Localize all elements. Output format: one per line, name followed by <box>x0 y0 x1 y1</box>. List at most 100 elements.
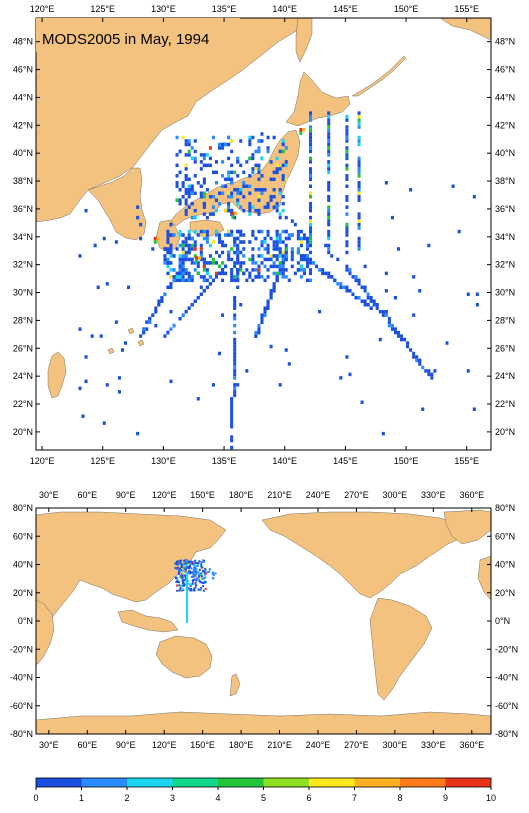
obs-cell <box>193 589 196 592</box>
obs-cell <box>236 275 240 279</box>
obs-cell <box>309 177 313 182</box>
obs-cell <box>384 181 388 185</box>
obs-cell <box>212 574 215 577</box>
obs-cell <box>174 562 177 565</box>
obs-cell <box>348 271 352 276</box>
obs-cell <box>224 271 228 276</box>
lat-label-right: 40°N <box>495 148 515 158</box>
obs-cell <box>345 184 349 189</box>
obs-cell <box>176 580 179 583</box>
obs-cell <box>151 313 155 317</box>
obs-cell <box>357 240 361 244</box>
obs-cell <box>185 621 188 623</box>
obs-cell <box>278 236 282 241</box>
obs-cell <box>269 254 273 258</box>
obs-cell <box>193 564 196 567</box>
obs-cell <box>233 355 237 359</box>
obs-cell <box>357 278 361 283</box>
obs-cell <box>345 240 349 244</box>
obs-cell <box>233 362 237 366</box>
obs-cell <box>187 306 191 310</box>
lat-label-left: 24°N <box>13 371 33 381</box>
obs-cell <box>372 299 376 303</box>
obs-cell <box>218 201 222 206</box>
obs-cell <box>205 233 209 237</box>
obs-cell <box>278 212 282 216</box>
obs-cell <box>248 201 252 206</box>
lat-label-left: 80°N <box>13 503 33 513</box>
obs-cell <box>309 205 313 209</box>
obs-cell <box>257 194 261 199</box>
obs-cell <box>281 177 285 182</box>
obs-cell <box>445 341 449 345</box>
obs-cell <box>214 233 218 237</box>
obs-cell <box>357 118 361 122</box>
obs-cell <box>178 316 182 321</box>
obs-cell <box>227 194 231 199</box>
obs-cell <box>200 564 203 567</box>
obs-cell <box>260 261 264 265</box>
obs-cell <box>185 573 188 576</box>
obs-cell <box>260 320 264 324</box>
obs-cell <box>475 302 479 307</box>
obs-cell <box>242 261 246 265</box>
obs-cell <box>327 132 331 136</box>
obs-cell <box>184 167 188 171</box>
obs-cell <box>185 585 188 588</box>
obs-cell <box>178 584 181 587</box>
lat-label-left: 36°N <box>13 204 33 214</box>
obs-cell <box>179 560 182 563</box>
obs-cell <box>187 205 191 209</box>
obs-cell <box>199 285 203 290</box>
obs-cell <box>142 327 146 331</box>
obs-cell <box>281 208 285 213</box>
obs-cell <box>345 118 349 122</box>
obs-cell <box>433 369 437 373</box>
obs-cell <box>272 289 276 293</box>
obs-cell <box>194 584 197 587</box>
lat-label-right: 20°N <box>495 427 515 437</box>
lat-label-left: -40°N <box>10 673 33 683</box>
obs-cell <box>412 351 416 356</box>
obs-cell <box>278 215 282 220</box>
obs-cell <box>242 208 246 213</box>
obs-cell <box>221 142 225 147</box>
obs-cell <box>336 257 340 262</box>
obs-cell <box>99 334 103 338</box>
obs-cell <box>233 306 237 310</box>
obs-cell <box>197 578 200 581</box>
obs-cell <box>287 236 291 241</box>
obs-cell <box>302 271 306 276</box>
obs-cell <box>185 610 188 613</box>
obs-cell <box>269 257 273 262</box>
obs-cell <box>305 261 309 265</box>
obs-cell <box>266 146 270 150</box>
obs-cell <box>211 194 215 199</box>
obs-cell <box>272 264 276 269</box>
obs-cell <box>224 184 228 189</box>
obs-cell <box>182 566 185 569</box>
obs-cell <box>180 569 183 572</box>
obs-cell <box>202 201 206 206</box>
obs-cell <box>212 577 215 580</box>
title-box <box>36 18 240 52</box>
obs-cell <box>181 268 185 272</box>
lat-label-left: 30°N <box>13 288 33 298</box>
obs-cell <box>178 264 182 269</box>
obs-cell <box>327 205 331 209</box>
obs-cell <box>181 584 184 587</box>
obs-cell <box>278 268 282 272</box>
lat-label-left: -80°N <box>10 729 33 739</box>
obs-cell <box>345 167 349 171</box>
obs-cell <box>309 135 313 140</box>
obs-cell <box>221 240 225 244</box>
colorbar-label: 8 <box>397 793 402 803</box>
obs-cell <box>189 562 192 565</box>
obs-cell <box>178 271 182 276</box>
obs-cell <box>230 414 234 418</box>
obs-cell <box>327 125 331 129</box>
hokkaido <box>285 71 351 127</box>
obs-cell <box>233 383 237 387</box>
obs-cell <box>357 296 361 300</box>
obs-cell <box>202 577 205 580</box>
